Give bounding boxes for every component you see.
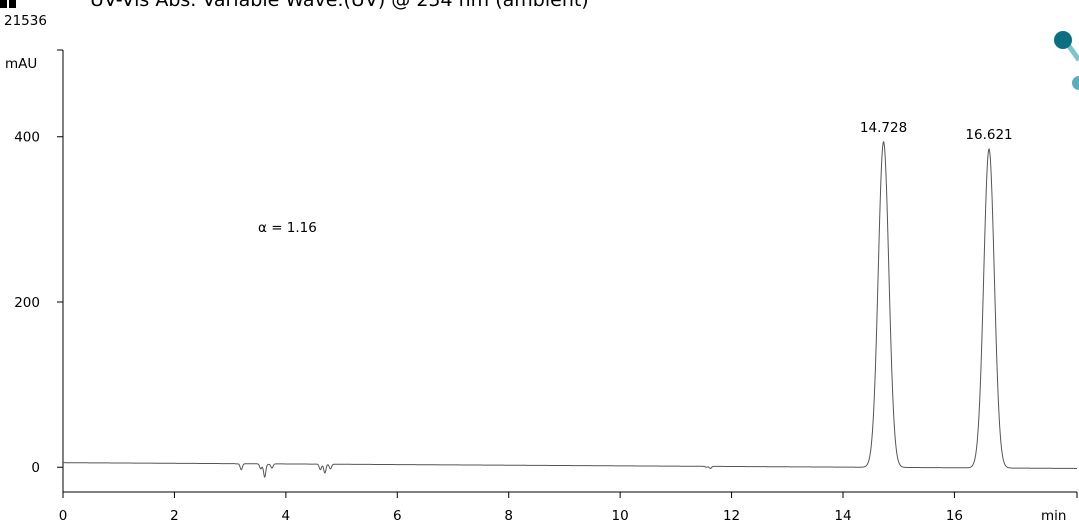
peak-label: 16.621 bbox=[965, 127, 1012, 143]
y-tick-label: 200 bbox=[14, 295, 40, 311]
annotation-text: α = 1.16 bbox=[258, 220, 317, 236]
x-tick-label: 8 bbox=[504, 508, 513, 524]
y-tick-label: 400 bbox=[14, 130, 40, 146]
x-tick-label: 0 bbox=[59, 508, 68, 524]
peak-labels: 14.728 16.621 bbox=[860, 120, 1013, 143]
header-marker-left bbox=[0, 0, 7, 8]
axes bbox=[62, 50, 1077, 493]
x-tick-label: 12 bbox=[723, 508, 740, 524]
x-tick-label: 2 bbox=[170, 508, 179, 524]
corner-value: 21536 bbox=[4, 13, 47, 29]
chart-header: UV-Vis Abs. Variable Wave.(UV) @ 254 nm … bbox=[0, 0, 589, 29]
x-tick-label: 16 bbox=[946, 508, 963, 524]
x-tick-label: 6 bbox=[393, 508, 402, 524]
chart-title-fragment: UV-Vis Abs. Variable Wave.(UV) @ 254 nm … bbox=[90, 0, 589, 11]
header-marker-right bbox=[9, 0, 16, 8]
peak-label: 14.728 bbox=[860, 120, 907, 136]
y-axis-label: mAU bbox=[5, 56, 37, 72]
chromatogram-trace bbox=[63, 140, 1077, 478]
y-axis-ticks: 0 200 400 bbox=[14, 49, 63, 476]
annotations: α = 1.16 bbox=[258, 220, 317, 236]
logo-atom-large bbox=[1054, 31, 1072, 49]
x-tick-label: 10 bbox=[612, 508, 629, 524]
x-tick-label: 4 bbox=[282, 508, 291, 524]
x-tick-label: 14 bbox=[834, 508, 851, 524]
logo bbox=[1054, 31, 1079, 90]
x-axis-ticks: 0 2 4 6 8 10 12 14 16 bbox=[59, 492, 1078, 524]
logo-atom-small bbox=[1072, 76, 1079, 90]
x-axis-label: min bbox=[1041, 508, 1066, 524]
y-tick-label: 0 bbox=[31, 460, 40, 476]
